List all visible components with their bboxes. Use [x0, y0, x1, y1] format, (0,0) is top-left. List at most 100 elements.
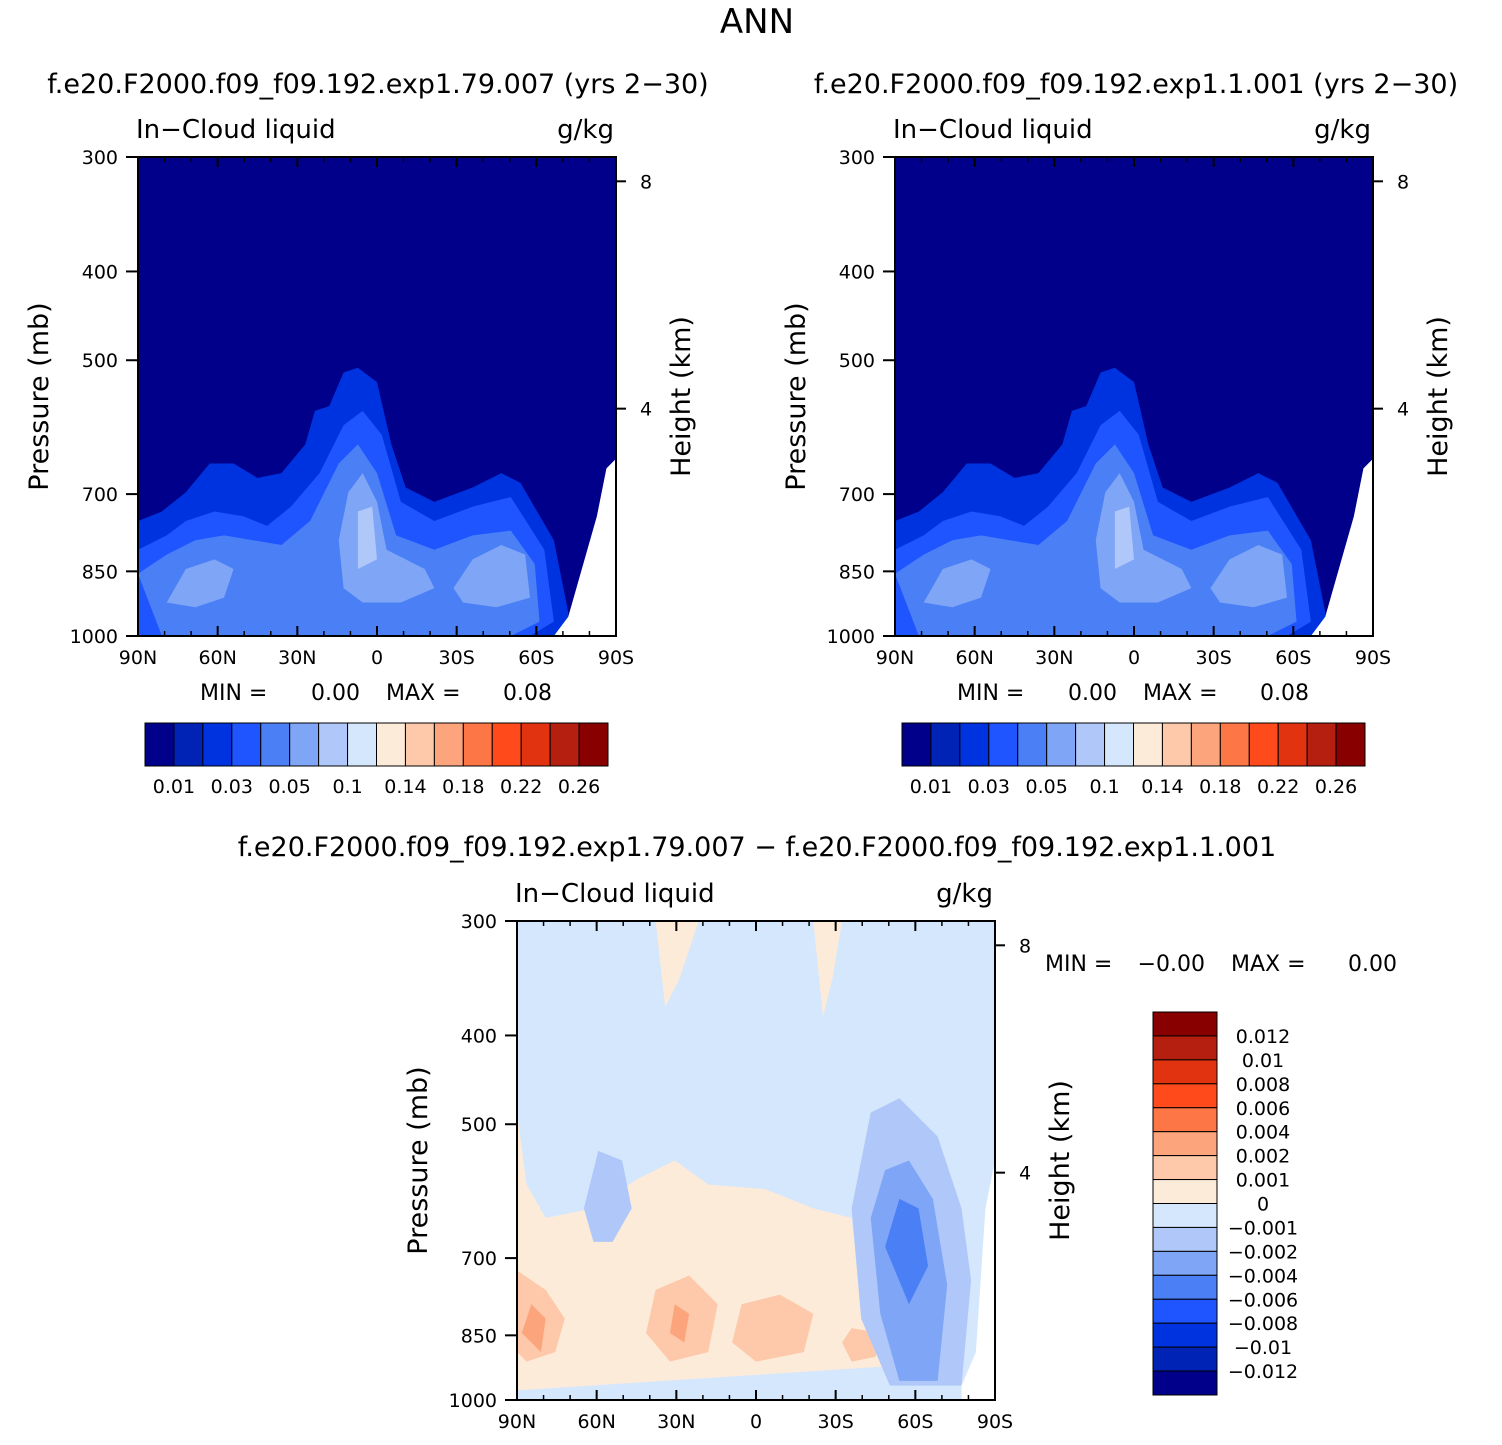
- colorbar-box: [1152, 1011, 1218, 1037]
- x-tick-label: 60N: [577, 1411, 615, 1433]
- colorbar-box: [376, 722, 406, 767]
- season-title: ANN: [720, 2, 794, 42]
- x-tick-label: 60S: [897, 1411, 933, 1433]
- units-label: g/kg: [936, 879, 993, 909]
- x-tick-label: 90S: [598, 647, 634, 669]
- contour-region: [521, 1304, 546, 1353]
- y-axis-title: Pressure (mb): [403, 1066, 434, 1254]
- colorbar-label: 0.18: [442, 776, 484, 798]
- colorbar-box: [1306, 722, 1337, 767]
- missing-data-region: [553, 458, 616, 636]
- colorbar-label: 0.012: [1236, 1026, 1290, 1048]
- contour-region: [923, 559, 991, 608]
- colorbar-label: 0.14: [384, 776, 426, 798]
- colorbar-box: [1152, 1226, 1218, 1252]
- contour-region: [1095, 473, 1192, 603]
- colorbar-label: 0.1: [332, 776, 362, 798]
- case2-panel: In−Cloud liquid g/kg 90N 60N 30N 0 30S 60S 90S 30…: [781, 115, 1454, 798]
- variable-label: In−Cloud liquid: [893, 115, 1093, 145]
- colorbar-box: [520, 722, 551, 767]
- colorbar-label: 0.22: [500, 776, 542, 798]
- colorbar-box: [930, 722, 961, 767]
- missing-data-region: [1310, 458, 1373, 636]
- colorbar-box: [202, 722, 233, 767]
- colorbar-label: −0.001: [1228, 1217, 1298, 1239]
- x-tick-label: 30S: [818, 1411, 854, 1433]
- min-label: MIN =: [957, 681, 1024, 706]
- case1-panel: In−Cloud liquid g/kg 90N 60N 30N 0 30S 60S 90S 30…: [24, 115, 697, 798]
- units-label: g/kg: [557, 115, 614, 145]
- x-tick-label: 30N: [1035, 647, 1073, 669]
- max-value: 0.08: [503, 681, 552, 706]
- y-tick-label: 700: [839, 484, 875, 506]
- colorbar-label: 0.18: [1199, 776, 1241, 798]
- x-tick-label: 30S: [439, 647, 475, 669]
- colorbar-box: [1335, 722, 1366, 767]
- colorbar-label: 0.01: [910, 776, 952, 798]
- x-tick-label: 0: [371, 647, 383, 669]
- x-tick-label: 90N: [876, 647, 914, 669]
- colorbar-box: [1152, 1035, 1218, 1061]
- colorbar-box: [462, 722, 493, 767]
- colorbar-box: [260, 722, 291, 767]
- colorbar-box: [1248, 722, 1279, 767]
- contour-region: [357, 506, 377, 569]
- colorbar-box: [1190, 722, 1221, 767]
- contour-region: [338, 473, 435, 603]
- case1-title: f.e20.F2000.f09_f09.192.exp1.79.007 (yrs…: [47, 69, 708, 100]
- y-tick-label: 300: [461, 911, 497, 933]
- y-tick-label: 400: [461, 1025, 497, 1047]
- colorbar-label: 0.001: [1236, 1170, 1290, 1192]
- colorbar-label: 0.26: [1315, 776, 1357, 798]
- y2-axis-title: Height (km): [1423, 316, 1454, 477]
- min-value: 0.00: [311, 681, 360, 706]
- colorbar-box: [1133, 722, 1163, 767]
- colorbar-label: −0.008: [1228, 1313, 1298, 1335]
- y2-tick-label: 8: [1397, 171, 1409, 193]
- y-tick-label: 1000: [449, 1390, 497, 1412]
- colorbar-label: −0.012: [1228, 1361, 1298, 1383]
- x-tick-label: 90N: [119, 647, 157, 669]
- contour-region: [166, 559, 234, 608]
- colorbar-box: [1161, 722, 1192, 767]
- max-value: 0.08: [1260, 681, 1309, 706]
- y2-tick-label: 4: [1019, 1163, 1031, 1185]
- colorbar-box: [231, 722, 262, 767]
- missing-data-region: [961, 1160, 995, 1400]
- x-tick-label: 60N: [198, 647, 236, 669]
- min-label: MIN =: [200, 681, 267, 706]
- colorbar-box: [1277, 722, 1308, 767]
- x-tick-label: 90N: [498, 1411, 536, 1433]
- colorbar-box: [1046, 722, 1077, 767]
- colorbar-label: −0.01: [1234, 1337, 1292, 1359]
- x-tick-label: 60N: [955, 647, 993, 669]
- case2-title: f.e20.F2000.f09_f09.192.exp1.1.001 (yrs …: [814, 69, 1458, 100]
- min-value: −0.00: [1138, 952, 1205, 977]
- colorbar-box: [144, 722, 175, 767]
- contour-region: [453, 544, 530, 608]
- colorbar-box: [1152, 1346, 1218, 1372]
- colorbar-label: 0.01: [1242, 1050, 1284, 1072]
- contour-region: [1114, 506, 1134, 569]
- max-value: 0.00: [1348, 952, 1397, 977]
- colorbar-box: [347, 722, 377, 767]
- colorbar-box: [318, 722, 349, 767]
- colorbar-box: [404, 722, 435, 767]
- colorbar-box: [1152, 1322, 1218, 1348]
- y-tick-label: 500: [82, 350, 118, 372]
- colorbar-label: 0: [1257, 1194, 1269, 1216]
- min-label: MIN =: [1045, 952, 1112, 977]
- colorbar-label: 0.05: [1026, 776, 1068, 798]
- difference-panel: In−Cloud liquid g/kg 90N 60N 30N 0 30S 60S 90S 30…: [403, 879, 1397, 1433]
- y-axis-title: Pressure (mb): [24, 302, 55, 490]
- y-tick-label: 1000: [827, 626, 875, 648]
- colorbar-box: [1152, 1107, 1218, 1133]
- y-tick-label: 850: [461, 1325, 497, 1347]
- colorbar-label: 0.03: [968, 776, 1010, 798]
- x-tick-label: 30N: [657, 1411, 695, 1433]
- diff-title: f.e20.F2000.f09_f09.192.exp1.79.007 − f.…: [238, 832, 1276, 863]
- colorbar-box: [1152, 1179, 1218, 1204]
- y-tick-label: 400: [839, 261, 875, 283]
- colorbar-box: [491, 722, 522, 767]
- units-label: g/kg: [1314, 115, 1371, 145]
